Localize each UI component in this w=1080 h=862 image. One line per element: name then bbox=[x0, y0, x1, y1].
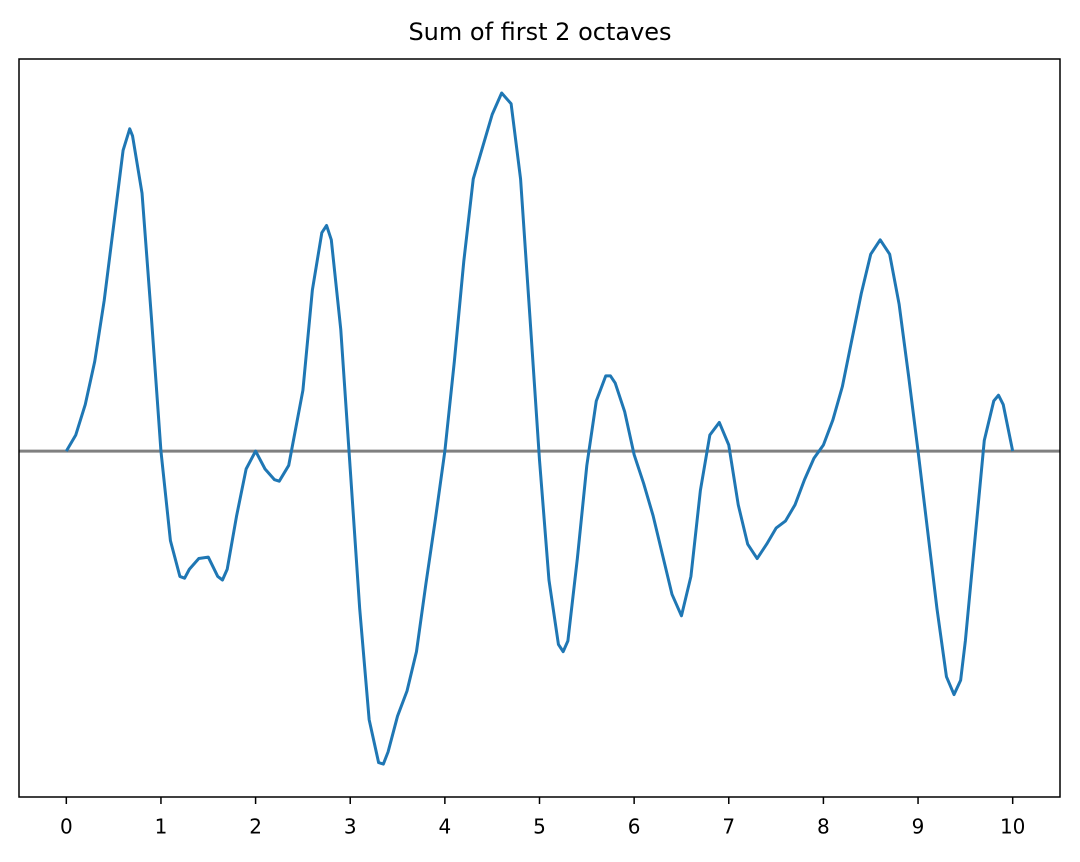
x-tick-label: 8 bbox=[817, 815, 830, 839]
x-tick-label: 10 bbox=[1000, 815, 1025, 839]
x-tick-label: 3 bbox=[344, 815, 357, 839]
x-tick-label: 9 bbox=[912, 815, 925, 839]
x-tick-label: 7 bbox=[722, 815, 735, 839]
x-tick-label: 4 bbox=[438, 815, 451, 839]
x-tick-label: 2 bbox=[249, 815, 262, 839]
x-tick-label: 5 bbox=[533, 815, 546, 839]
x-tick-label: 1 bbox=[155, 815, 168, 839]
x-tick-label: 6 bbox=[628, 815, 641, 839]
plot-frame bbox=[18, 58, 1061, 798]
x-tick-label: 0 bbox=[60, 815, 73, 839]
line bbox=[65, 91, 1015, 766]
chart-title: Sum of first 2 octaves bbox=[408, 18, 671, 46]
